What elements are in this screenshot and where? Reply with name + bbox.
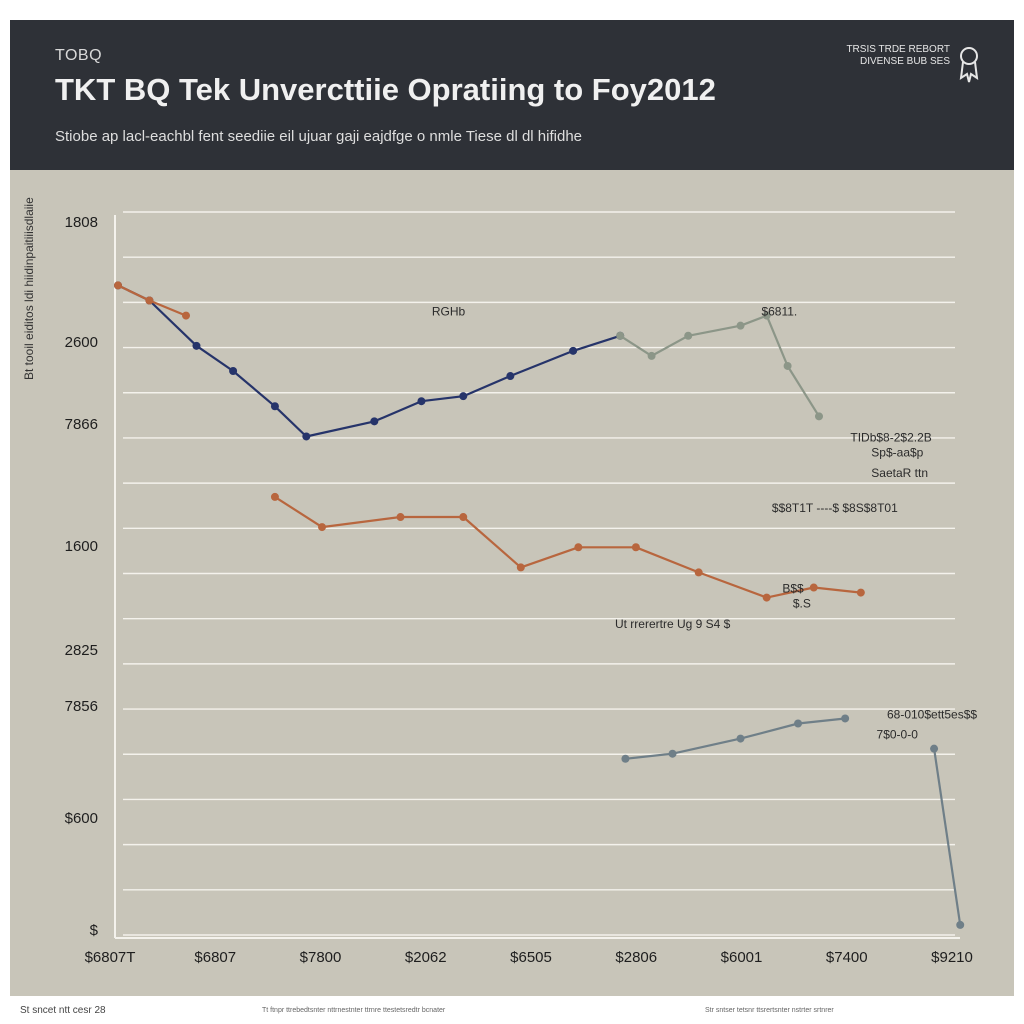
data-point xyxy=(302,432,311,441)
series-line-0 xyxy=(117,284,621,438)
data-point xyxy=(569,346,578,355)
data-point xyxy=(182,311,191,320)
data-point xyxy=(506,372,515,381)
data-point xyxy=(809,583,818,592)
data-point xyxy=(762,593,771,602)
data-point xyxy=(684,331,693,340)
data-point xyxy=(516,563,525,572)
chart-annotation: Sp$-aa$p xyxy=(871,446,923,460)
data-point xyxy=(621,754,630,763)
series-line-4 xyxy=(625,717,846,760)
x-tick-label: $9210 xyxy=(931,949,973,966)
chart-annotation: $$8T1T ----$ $8S$8T01 xyxy=(772,501,898,515)
y-tick-label: $600 xyxy=(65,810,98,827)
data-point xyxy=(114,281,122,290)
x-tick-label: $6807T xyxy=(85,949,136,966)
x-tick-label: $6807 xyxy=(194,949,236,966)
data-point xyxy=(396,513,405,522)
data-point xyxy=(956,920,965,929)
data-point xyxy=(370,417,379,426)
chart-annotation: B$$ xyxy=(782,582,804,596)
chart-annotation: 7$0-0-0 xyxy=(877,728,919,742)
series-line-5 xyxy=(933,748,962,926)
x-tick-label: $2806 xyxy=(615,949,657,966)
chart-annotation: RGHb xyxy=(432,305,466,319)
x-tick-label: $7400 xyxy=(826,949,868,966)
data-point xyxy=(318,523,327,532)
y-tick-label: 2825 xyxy=(65,642,98,659)
y-tick-label: $ xyxy=(90,922,99,939)
data-point xyxy=(694,568,703,577)
data-point xyxy=(417,397,426,406)
footer-credit: Str sntser tetsnr ttsrertsnter nstrter s… xyxy=(705,1007,834,1014)
award-icon xyxy=(959,47,979,83)
chart-annotation: $.S xyxy=(793,597,811,611)
footer-source: Tt ftnpr ttrebedtsnter nttrnestnter ttrn… xyxy=(262,1007,446,1014)
y-tick-label: 7866 xyxy=(65,416,98,433)
data-point xyxy=(459,392,468,401)
chart-frame: TOBQ TKT BQ Tek Unvercttiie Opratiing to… xyxy=(10,20,1014,996)
chart-subtitle: Stiobe ap lacl-eachbl fent seediie eil u… xyxy=(55,128,582,145)
data-point xyxy=(856,588,865,597)
data-point xyxy=(783,361,792,370)
data-point xyxy=(459,513,468,522)
data-point xyxy=(647,351,656,360)
y-tick-label: 1600 xyxy=(65,538,98,555)
chart-header: TOBQ TKT BQ Tek Unvercttiie Opratiing to… xyxy=(10,20,1014,170)
data-point xyxy=(736,321,745,330)
data-point xyxy=(616,331,625,340)
data-point xyxy=(229,367,238,375)
data-point xyxy=(814,412,823,421)
data-point xyxy=(270,492,279,501)
y-tick-label: 1808 xyxy=(65,214,98,231)
y-tick-label: 2600 xyxy=(65,334,98,351)
data-point xyxy=(930,744,939,753)
footer-note: St sncet ntt cesr 28 xyxy=(20,1005,106,1016)
data-point xyxy=(841,714,850,723)
data-point xyxy=(794,719,803,728)
data-point xyxy=(762,311,771,320)
data-point xyxy=(145,296,154,305)
brand-text: TRSIS TRDE REBORT DIVENSE BUB SES xyxy=(846,44,950,67)
chart-annotation: 68-010$ett5es$$ xyxy=(887,707,977,721)
x-tick-label: $2062 xyxy=(405,949,447,966)
chart-kicker: TOBQ xyxy=(55,47,103,64)
data-point xyxy=(192,341,201,350)
data-point xyxy=(736,734,745,743)
data-point xyxy=(631,543,640,552)
x-tick-label: $6001 xyxy=(721,949,763,966)
data-point xyxy=(270,402,279,411)
chart-annotation: SaetaR ttn xyxy=(871,466,928,480)
x-tick-label: $7800 xyxy=(300,949,342,966)
chart-title: TKT BQ Tek Unvercttiie Opratiing to Foy2… xyxy=(55,72,716,107)
data-point xyxy=(574,543,583,552)
x-tick-label: $6505 xyxy=(510,949,552,966)
data-point xyxy=(668,749,677,758)
chart-annotation: Ut rrerertre Ug 9 S4 $ xyxy=(615,617,731,631)
chart-annotation: $6811. xyxy=(761,305,797,319)
chart-annotation: TIDb$8-2$2.2B xyxy=(850,431,931,445)
y-tick-label: 7856 xyxy=(65,698,98,715)
